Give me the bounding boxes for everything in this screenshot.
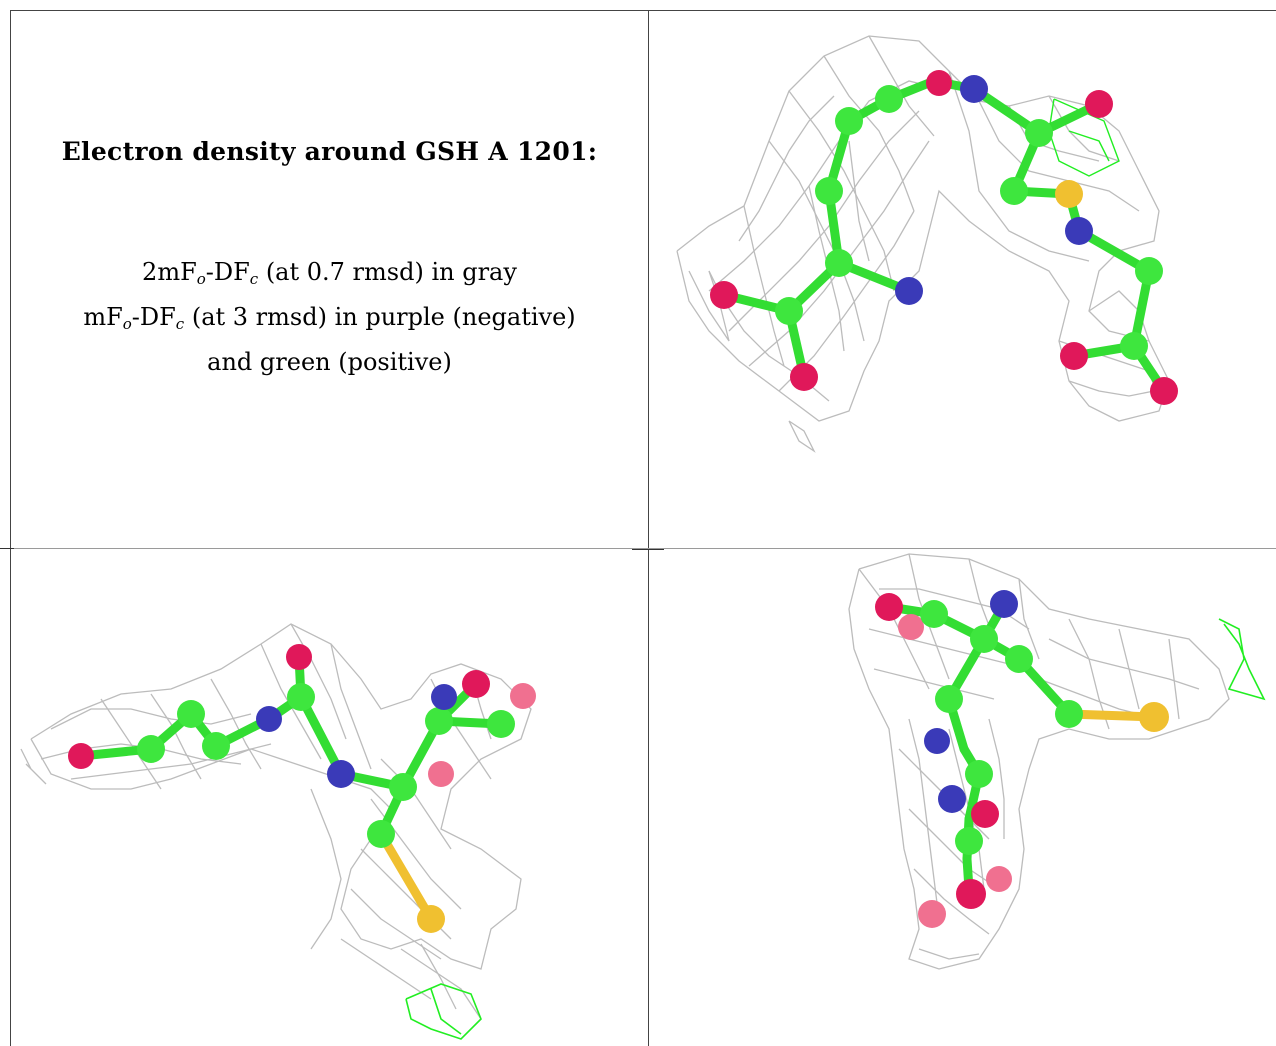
caption-cell: Electron density around GSH A 1201: 2mFo… xyxy=(11,11,648,548)
density-view-1 xyxy=(676,35,1178,453)
density-view-2 xyxy=(20,623,536,1040)
legend-line-gray: 2mFo-DFc (at 0.7 rmsd) in gray xyxy=(142,258,517,288)
molecule-1 xyxy=(710,70,1178,405)
density-view-3 xyxy=(848,553,1266,970)
view-bottom-left xyxy=(11,549,648,1046)
view-top-right xyxy=(649,11,1276,548)
positive-density-green xyxy=(405,983,482,1040)
caption-legend: 2mFo-DFc (at 0.7 rmsd) in gray mFo-DFc (… xyxy=(11,253,648,381)
density-mesh-gray xyxy=(20,623,532,1020)
table-divider-vertical xyxy=(648,10,649,1046)
legend-line-positive: and green (positive) xyxy=(207,348,452,376)
caption-title: Electron density around GSH A 1201: xyxy=(61,137,598,166)
divider-tick-mid xyxy=(632,549,664,550)
table-border-top xyxy=(10,10,1276,11)
table-divider-horizontal xyxy=(10,548,1276,549)
positive-density-green xyxy=(1218,618,1266,701)
molecule-2 xyxy=(68,644,536,933)
legend-line-difference: mFo-DFc (at 3 rmsd) in purple (negative) xyxy=(83,303,576,333)
view-bottom-right xyxy=(649,549,1276,1046)
molecule-3 xyxy=(875,590,1169,928)
divider-tick-left xyxy=(0,548,14,549)
table-border-left xyxy=(10,10,11,1046)
